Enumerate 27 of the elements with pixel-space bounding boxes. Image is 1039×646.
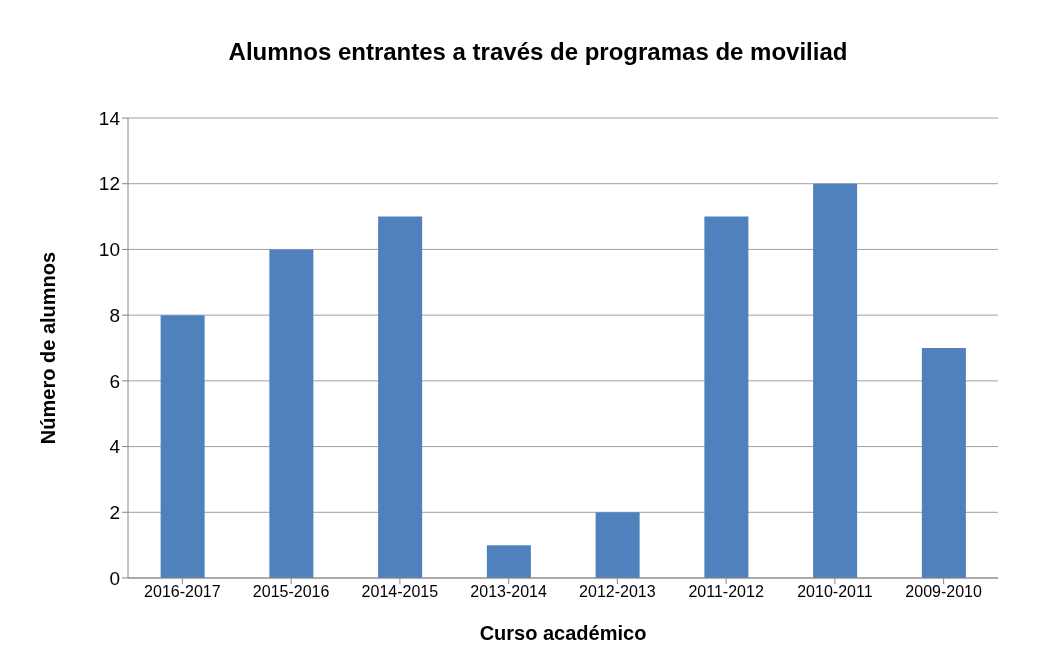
y-tick-label: 2 (109, 502, 120, 524)
y-tick-label: 10 (98, 239, 120, 261)
x-tick-label: 2011-2012 (688, 583, 764, 601)
bar (595, 512, 640, 578)
bar (160, 315, 205, 578)
bar (378, 216, 423, 578)
x-tick-label: 2016-2017 (144, 583, 221, 601)
x-axis-title: Curso académico (479, 622, 647, 644)
bar (921, 348, 966, 578)
x-tick-label: 2012-2013 (579, 583, 656, 601)
x-tick-label: 2015-2016 (252, 583, 330, 601)
x-tick-label: 2010-2011 (797, 583, 873, 601)
x-tick-label: 2013-2014 (470, 583, 547, 601)
chart-title: Alumnos entrantes a través de programas de moviliad (227, 37, 849, 67)
y-tick-label: 4 (109, 436, 121, 458)
y-tick-label: 14 (98, 107, 121, 129)
y-tick-label: 0 (109, 567, 120, 589)
y-axis-title: Número de alumnos (37, 251, 60, 445)
y-tick-label: 12 (98, 173, 120, 195)
x-tick-label: 2014-2015 (361, 583, 439, 601)
bar (704, 216, 749, 578)
y-tick-label: 8 (109, 304, 120, 326)
bar (813, 183, 858, 578)
bar (269, 249, 314, 578)
y-tick-label: 6 (109, 370, 120, 392)
x-tick-label: 2009-2010 (905, 583, 982, 601)
bar (486, 545, 531, 578)
